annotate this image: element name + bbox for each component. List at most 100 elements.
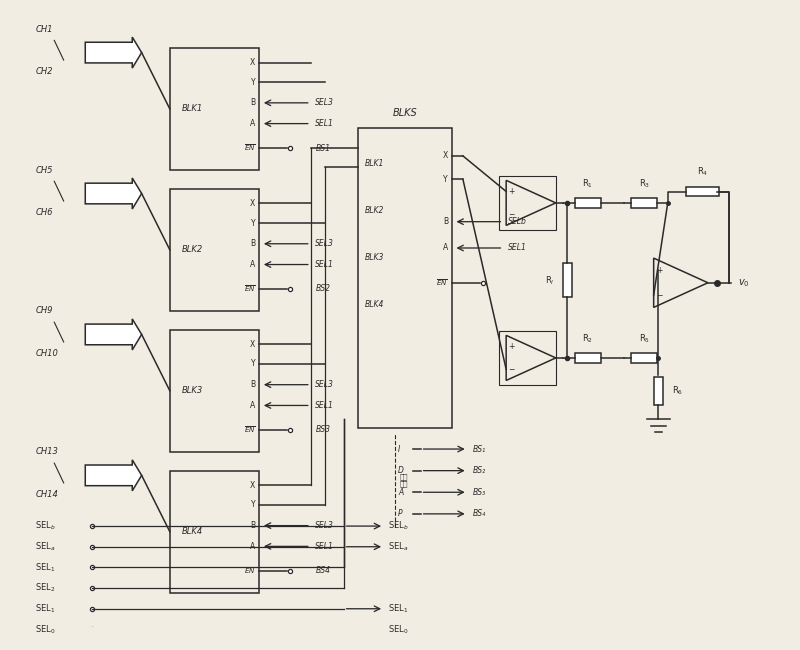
Text: SEL$_1$: SEL$_1$ bbox=[35, 561, 56, 574]
Bar bbox=[574, 198, 601, 207]
Text: Y: Y bbox=[250, 218, 255, 227]
Bar bbox=[654, 377, 663, 405]
Text: BLK4: BLK4 bbox=[182, 527, 203, 536]
Text: $\overline{EN}$: $\overline{EN}$ bbox=[244, 566, 255, 576]
Text: R$_5$: R$_5$ bbox=[638, 332, 650, 345]
Text: +: + bbox=[656, 266, 662, 275]
Text: BS1: BS1 bbox=[315, 144, 330, 153]
Text: B: B bbox=[250, 521, 255, 530]
Text: BS₂: BS₂ bbox=[472, 466, 486, 475]
Text: BLK2: BLK2 bbox=[366, 206, 385, 215]
Bar bbox=[170, 188, 259, 311]
Text: X: X bbox=[250, 58, 255, 67]
Bar bbox=[170, 330, 259, 452]
Text: BLK1: BLK1 bbox=[366, 159, 385, 168]
Bar bbox=[686, 187, 719, 196]
Text: Y: Y bbox=[443, 175, 448, 184]
Text: CH9: CH9 bbox=[35, 306, 53, 315]
Text: BLK3: BLK3 bbox=[366, 253, 385, 262]
Text: SEL1: SEL1 bbox=[315, 401, 334, 410]
Text: SEL1: SEL1 bbox=[315, 119, 334, 128]
Bar bbox=[170, 48, 259, 170]
Bar bbox=[631, 198, 658, 207]
Text: X: X bbox=[442, 151, 448, 161]
Text: +: + bbox=[509, 342, 515, 351]
Bar bbox=[574, 353, 601, 363]
Bar bbox=[358, 128, 452, 428]
Text: BS4: BS4 bbox=[315, 566, 330, 575]
Text: SEL$_1$: SEL$_1$ bbox=[388, 603, 408, 615]
Text: SEL3: SEL3 bbox=[315, 521, 334, 530]
Text: SEL$_2$: SEL$_2$ bbox=[35, 582, 56, 594]
Text: +: + bbox=[509, 187, 515, 196]
Text: SEL$_a$: SEL$_a$ bbox=[35, 541, 56, 553]
Text: $v_0$: $v_0$ bbox=[738, 277, 750, 289]
Text: CH5: CH5 bbox=[35, 166, 53, 174]
Text: SEL$_b$: SEL$_b$ bbox=[35, 520, 56, 532]
Text: SEL1: SEL1 bbox=[508, 244, 527, 252]
Text: SEL$_a$: SEL$_a$ bbox=[388, 541, 408, 553]
Text: A: A bbox=[398, 488, 403, 497]
Text: I: I bbox=[398, 445, 400, 454]
Text: −: − bbox=[656, 291, 662, 300]
Text: R$_3$: R$_3$ bbox=[638, 177, 650, 190]
FancyArrow shape bbox=[86, 37, 142, 68]
Text: SEL3: SEL3 bbox=[315, 98, 334, 107]
Text: B: B bbox=[250, 380, 255, 389]
Bar bbox=[562, 263, 572, 297]
Text: BS₄: BS₄ bbox=[472, 510, 486, 518]
Text: X: X bbox=[250, 199, 255, 208]
Text: $\overline{EN}$: $\overline{EN}$ bbox=[244, 284, 255, 294]
Text: SEL1: SEL1 bbox=[315, 542, 334, 551]
Text: BLK3: BLK3 bbox=[182, 386, 203, 395]
Text: A: A bbox=[250, 260, 255, 269]
Text: SEL$_0$: SEL$_0$ bbox=[35, 623, 56, 636]
Text: B: B bbox=[250, 98, 255, 107]
Bar bbox=[498, 331, 556, 385]
Text: R$_6$: R$_6$ bbox=[671, 385, 682, 397]
Text: CH14: CH14 bbox=[35, 489, 58, 499]
FancyArrow shape bbox=[86, 178, 142, 209]
Text: $\overline{EN}$: $\overline{EN}$ bbox=[244, 425, 255, 435]
Text: Y: Y bbox=[250, 500, 255, 510]
Text: SEL3: SEL3 bbox=[315, 239, 334, 248]
Text: R$_4$: R$_4$ bbox=[697, 166, 708, 179]
Text: SEL$_0$: SEL$_0$ bbox=[388, 623, 409, 636]
Text: X: X bbox=[250, 481, 255, 490]
Text: A: A bbox=[250, 542, 255, 551]
Text: $\overline{EN}$: $\overline{EN}$ bbox=[436, 278, 448, 288]
Text: CH6: CH6 bbox=[35, 208, 53, 217]
Text: $\overline{EN}$: $\overline{EN}$ bbox=[244, 143, 255, 153]
Text: BLK4: BLK4 bbox=[366, 300, 385, 309]
Text: SEL$_b$: SEL$_b$ bbox=[388, 520, 409, 532]
Text: Y: Y bbox=[250, 359, 255, 369]
Text: Y: Y bbox=[250, 77, 255, 86]
Text: BS3: BS3 bbox=[315, 425, 330, 434]
Text: −: − bbox=[509, 210, 515, 219]
Text: R$_1$: R$_1$ bbox=[582, 177, 594, 190]
Text: SEL$_1$: SEL$_1$ bbox=[35, 603, 56, 615]
Text: BS₃: BS₃ bbox=[472, 488, 486, 497]
Text: CH2: CH2 bbox=[35, 67, 53, 76]
Text: BS2: BS2 bbox=[315, 285, 330, 293]
Text: R$_l$: R$_l$ bbox=[545, 274, 554, 287]
Text: SEL3: SEL3 bbox=[315, 380, 334, 389]
Text: BLK2: BLK2 bbox=[182, 245, 203, 254]
Text: B: B bbox=[442, 217, 448, 226]
Text: A: A bbox=[442, 244, 448, 252]
Bar bbox=[170, 471, 259, 593]
Bar bbox=[631, 353, 658, 363]
Text: B: B bbox=[250, 239, 255, 248]
FancyArrow shape bbox=[86, 319, 142, 350]
Text: BLKS: BLKS bbox=[392, 109, 417, 118]
Text: X: X bbox=[250, 340, 255, 349]
Bar bbox=[498, 176, 556, 230]
Text: 脉冲
隔离: 脉冲 隔离 bbox=[400, 473, 409, 487]
Text: SELb: SELb bbox=[508, 217, 527, 226]
Text: CH13: CH13 bbox=[35, 447, 58, 456]
Text: SEL1: SEL1 bbox=[315, 260, 334, 269]
Text: CH10: CH10 bbox=[35, 348, 58, 358]
Text: A: A bbox=[250, 119, 255, 128]
Text: D: D bbox=[398, 466, 404, 475]
Text: CH1: CH1 bbox=[35, 25, 53, 34]
